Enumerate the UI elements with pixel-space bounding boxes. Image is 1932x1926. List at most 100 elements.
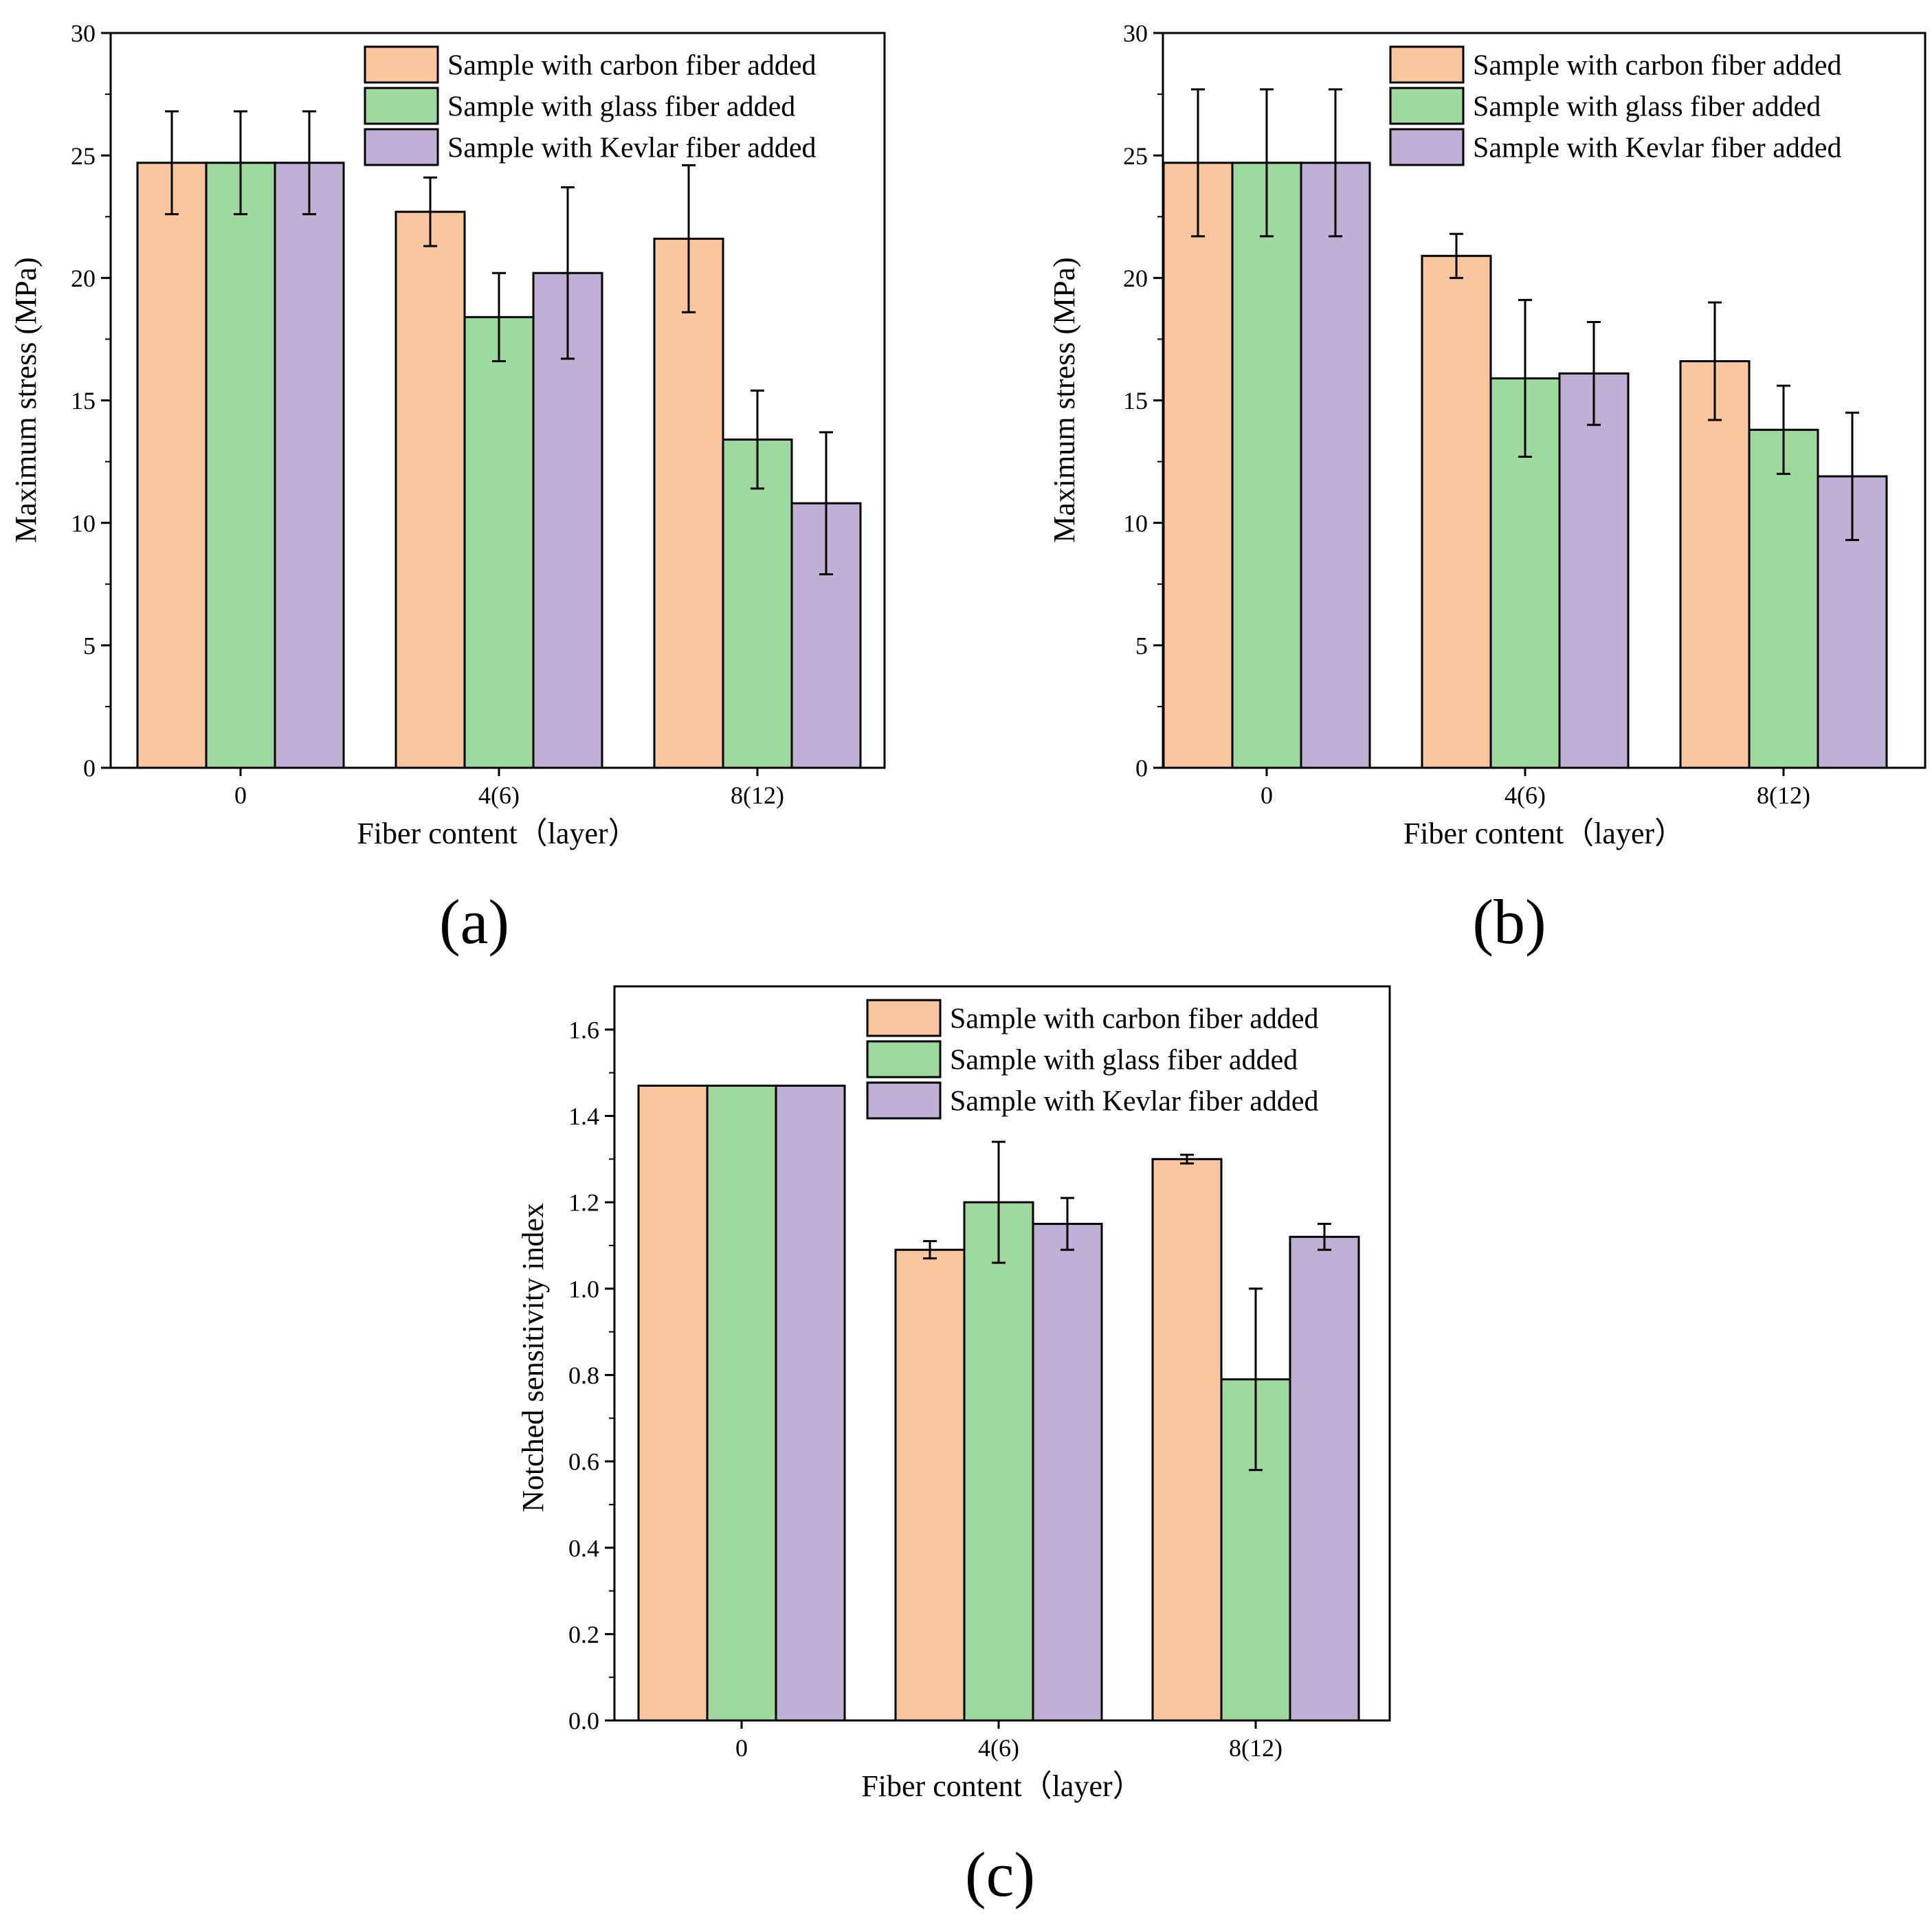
error-bar-series-0-group-1: [923, 1240, 937, 1260]
y-tick-label: 1.2: [568, 1189, 599, 1217]
x-tick-label: 4(6): [478, 782, 520, 809]
y-tick-label: 25: [71, 142, 96, 170]
legend-swatch-1: [866, 1040, 942, 1078]
y-tick-label: 0.2: [568, 1621, 599, 1648]
plot-frame: [613, 985, 1391, 1722]
legend-label-2: Sample with Kevlar fiber added: [447, 133, 816, 164]
legend: Sample with carbon fiber added Sample wit…: [1389, 45, 1841, 166]
y-tick-label: 1.0: [568, 1275, 599, 1303]
legend-swatch-0: [364, 45, 439, 84]
y-tick-label: 0.4: [568, 1534, 599, 1562]
error-bar-series-2-group-1: [561, 186, 575, 360]
legend-label-2: Sample with Kevlar fiber added: [950, 1086, 1318, 1118]
bar-series-2-group-0: [274, 162, 345, 769]
legend-swatch-2: [1389, 128, 1465, 166]
y-tick-label: 20: [71, 265, 96, 292]
y-tick-label: 1.4: [568, 1103, 599, 1130]
y-tick-label: 15: [1123, 387, 1148, 414]
error-bar-series-1-group-1: [492, 272, 506, 362]
x-tick-label: 4(6): [1504, 782, 1546, 809]
error-bar-series-2-group-0: [302, 110, 316, 216]
x-tick-label: 0: [735, 1734, 748, 1762]
bar-series-0-group-1: [1421, 254, 1492, 769]
y-tick-label: 0.6: [568, 1448, 599, 1476]
chart-panel-2: 0.0 0.2 0.4 0.6 0.8 1.0 1.2 1.4 1.6 0 4(6) 8(12) Fib…: [516, 985, 1391, 1910]
chart-panel-0: 0 5 10 15 20 25 30 0 4(6) 8(12) Fiber content（laye…: [9, 20, 886, 957]
error-bar-series-2-group-0: [1329, 88, 1342, 238]
bar-series-0-group-1: [395, 210, 466, 769]
bar-series-1-group-2: [1748, 428, 1819, 769]
error-bar-series-1-group-2: [1249, 1287, 1263, 1472]
legend-swatch-1: [1389, 87, 1465, 125]
legend: Sample with carbon fiber added Sample wit…: [364, 45, 816, 166]
x-axis-label: Fiber content（layer）: [1403, 817, 1685, 850]
legend-label-1: Sample with glass fiber added: [950, 1045, 1298, 1076]
x-tick-label: 8(12): [1229, 1734, 1283, 1762]
error-bar-series-1-group-1: [992, 1140, 1006, 1264]
error-bar-series-0-group-2: [1708, 301, 1722, 421]
legend-label-0: Sample with carbon fiber added: [447, 50, 816, 82]
error-bar-series-0-group-2: [1180, 1153, 1194, 1165]
bar-series-1-group-0: [706, 1084, 777, 1722]
panel-label: (a): [439, 887, 509, 957]
y-tick-label: 1.6: [568, 1016, 599, 1043]
bar-series-0-group-2: [653, 237, 724, 769]
error-bar-series-1-group-0: [1260, 88, 1274, 238]
error-bar-series-2-group-1: [1587, 320, 1601, 426]
error-bar-series-0-group-1: [423, 176, 437, 247]
x-tick-label: 8(12): [1757, 782, 1810, 809]
y-tick-label: 20: [1123, 265, 1148, 292]
bar-series-2-group-2: [1289, 1235, 1360, 1722]
bar-series-1-group-0: [1231, 162, 1302, 769]
legend-label-0: Sample with carbon fiber added: [1473, 50, 1841, 82]
y-tick-label: 0.8: [568, 1362, 599, 1389]
panel-label: (c): [965, 1839, 1035, 1910]
bar-series-0-group-2: [1151, 1158, 1223, 1722]
y-axis-label: Maximum stress (MPa): [1047, 257, 1081, 543]
bar-series-0-group-0: [637, 1084, 709, 1722]
legend-swatch-2: [866, 1081, 942, 1120]
legend-swatch-2: [364, 128, 439, 166]
bar-series-1-group-2: [722, 439, 793, 769]
y-tick-label: 30: [71, 20, 96, 47]
error-bar-series-0-group-0: [1191, 88, 1205, 238]
bar-series-2-group-1: [1032, 1223, 1103, 1722]
bar-series-2-group-0: [775, 1084, 846, 1722]
x-axis-label: Fiber content（layer）: [861, 1769, 1142, 1803]
bar-series-2-group-0: [1300, 162, 1371, 769]
bar-series-2-group-1: [1558, 372, 1630, 769]
bar-series-1-group-1: [963, 1201, 1034, 1722]
x-tick-label: 4(6): [978, 1734, 1019, 1762]
x-tick-label: 0: [234, 782, 247, 809]
error-bar-series-1-group-2: [1777, 384, 1790, 475]
legend-label-2: Sample with Kevlar fiber added: [1473, 133, 1841, 164]
x-tick-label: 0: [1261, 782, 1273, 809]
panel-label: (b): [1472, 887, 1546, 957]
error-bar-series-0-group-0: [165, 110, 179, 216]
error-bar-series-1-group-2: [751, 389, 764, 490]
legend-swatch-0: [1389, 45, 1465, 84]
y-tick-label: 10: [71, 509, 96, 537]
chart-panel-1: 0 5 10 15 20 25 30 0 4(6) 8(12) Fiber content（laye…: [1047, 20, 1927, 957]
error-bar-series-0-group-1: [1450, 232, 1463, 279]
y-axis-label: Notched sensitivity index: [516, 1203, 550, 1512]
error-bar-series-1-group-1: [1518, 298, 1532, 458]
y-tick-label: 5: [83, 632, 96, 659]
error-bar-series-2-group-2: [1845, 411, 1859, 542]
legend-label-0: Sample with carbon fiber added: [950, 1004, 1318, 1035]
bar-series-1-group-0: [205, 162, 276, 769]
legend: Sample with carbon fiber added Sample wit…: [866, 999, 1318, 1120]
y-tick-label: 0.0: [568, 1707, 599, 1735]
legend-label-1: Sample with glass fiber added: [447, 91, 795, 123]
error-bar-series-0-group-2: [682, 164, 696, 313]
x-axis-label: Fiber content（layer）: [357, 817, 638, 850]
y-tick-label: 25: [1123, 142, 1148, 170]
legend-swatch-0: [866, 999, 942, 1037]
bar-series-0-group-2: [1679, 359, 1751, 769]
legend-label-1: Sample with glass fiber added: [1473, 91, 1821, 123]
y-tick-label: 15: [71, 387, 96, 414]
bar-series-1-group-1: [1489, 377, 1561, 769]
bar-series-1-group-1: [463, 316, 535, 769]
y-tick-label: 30: [1123, 20, 1148, 47]
